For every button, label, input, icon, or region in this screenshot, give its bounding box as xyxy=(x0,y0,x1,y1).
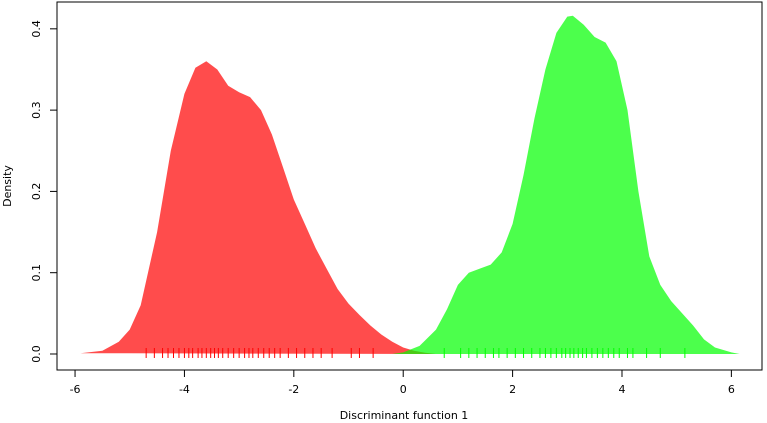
y-tick-label: 0.2 xyxy=(30,183,43,201)
y-tick-label: 0.3 xyxy=(30,101,43,119)
y-tick-label: 0.4 xyxy=(30,20,43,38)
x-tick-label: -2 xyxy=(288,383,299,396)
density-area xyxy=(80,61,436,355)
x-tick-label: -4 xyxy=(179,383,190,396)
x-tick-label: 0 xyxy=(400,383,407,396)
x-axis-label: Discriminant function 1 xyxy=(340,409,469,422)
y-axis-label: Density xyxy=(1,165,14,207)
y-tick-label: 0.0 xyxy=(30,345,43,363)
x-tick-label: 6 xyxy=(728,383,735,396)
density-area xyxy=(392,15,740,355)
x-tick-label: 2 xyxy=(509,383,516,396)
x-tick-label: 4 xyxy=(618,383,625,396)
y-tick-label: 0.1 xyxy=(30,264,43,282)
x-tick-label: -6 xyxy=(70,383,81,396)
